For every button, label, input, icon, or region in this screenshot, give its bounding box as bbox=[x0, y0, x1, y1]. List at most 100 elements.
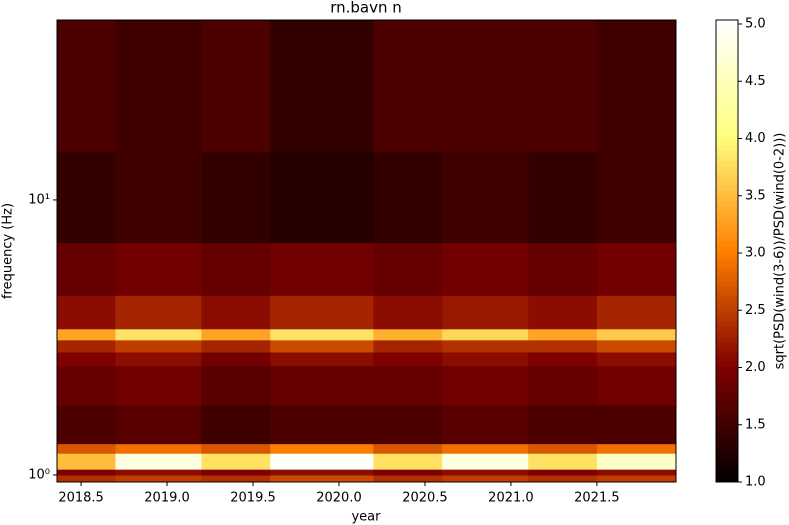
heatmap-cell bbox=[442, 151, 529, 244]
heatmap-cell bbox=[442, 404, 529, 445]
colorbar-swatch bbox=[716, 376, 738, 383]
colorbar-swatch bbox=[716, 150, 738, 157]
heatmap-cell bbox=[115, 474, 202, 483]
colorbar-tick-label: 2.5 bbox=[745, 303, 766, 318]
heatmap-cell bbox=[373, 365, 443, 406]
colorbar-swatch bbox=[716, 456, 738, 463]
heatmap-cell bbox=[57, 339, 116, 353]
heatmap-cell bbox=[57, 328, 116, 341]
colorbar-swatch bbox=[716, 266, 738, 272]
colorbar-swatch bbox=[716, 436, 738, 443]
x-tick-label: 2019.5 bbox=[230, 491, 276, 506]
colorbar-swatch bbox=[716, 75, 738, 81]
colorbar-swatch bbox=[716, 346, 738, 352]
heatmap-cell bbox=[528, 20, 598, 152]
heatmap-cell bbox=[270, 339, 374, 353]
heatmap-cell bbox=[596, 474, 677, 483]
colorbar-swatch bbox=[716, 80, 738, 86]
heatmap-cell bbox=[201, 295, 271, 330]
heatmap-cell bbox=[373, 339, 443, 353]
heatmap-cell bbox=[115, 20, 202, 152]
heatmap-cell bbox=[528, 351, 598, 367]
colorbar-swatch bbox=[716, 331, 738, 337]
colorbar-swatch bbox=[716, 336, 738, 342]
colorbar-swatch bbox=[716, 35, 738, 41]
colorbar-swatch bbox=[716, 30, 738, 36]
colorbar-swatch bbox=[716, 426, 738, 433]
colorbar-swatch bbox=[716, 406, 738, 413]
heatmap-cell bbox=[528, 469, 598, 476]
heatmap-cell bbox=[528, 339, 598, 353]
colorbar-swatch bbox=[716, 190, 738, 197]
y-axis-label: frequency (Hz) bbox=[1, 203, 16, 299]
colorbar-swatch bbox=[716, 125, 738, 131]
heatmap-cell bbox=[373, 453, 443, 470]
heatmap-cell bbox=[442, 20, 529, 152]
colorbar-swatch bbox=[716, 281, 738, 287]
colorbar-swatch bbox=[716, 396, 738, 403]
heatmap-cell bbox=[201, 469, 271, 476]
colorbar-tick-label: 1.0 bbox=[745, 475, 766, 490]
heatmap-cell bbox=[442, 365, 529, 406]
heatmap-cell bbox=[270, 20, 374, 152]
colorbar-swatch bbox=[716, 291, 738, 297]
heatmap-cell bbox=[373, 20, 443, 152]
heatmap-cell bbox=[373, 474, 443, 483]
heatmap bbox=[57, 20, 677, 483]
colorbar-swatch bbox=[716, 351, 738, 357]
plot-frame bbox=[56, 19, 677, 483]
colorbar-swatch bbox=[716, 461, 738, 468]
heatmap-cell bbox=[373, 242, 443, 296]
colorbar-swatch bbox=[716, 341, 738, 347]
colorbar-swatch bbox=[716, 160, 738, 167]
colorbar-swatch bbox=[716, 401, 738, 408]
x-tick-label: 2019.0 bbox=[144, 491, 190, 506]
heatmap-cell bbox=[201, 443, 271, 454]
heatmap-cell bbox=[442, 242, 529, 296]
colorbar-swatch bbox=[716, 210, 738, 217]
colorbar-swatch bbox=[716, 366, 738, 373]
heatmap-cell bbox=[270, 474, 374, 483]
colorbar-swatch bbox=[716, 316, 738, 322]
heatmap-cell bbox=[528, 474, 598, 483]
heatmap-cell bbox=[270, 295, 374, 330]
heatmap-cell bbox=[57, 351, 116, 367]
heatmap-cell bbox=[57, 295, 116, 330]
heatmap-cell bbox=[115, 469, 202, 476]
colorbar-swatch bbox=[716, 230, 738, 237]
colorbar-swatch bbox=[716, 276, 738, 282]
heatmap-cell bbox=[201, 339, 271, 353]
colorbar-swatch bbox=[716, 40, 738, 46]
y-tick-label: 10⁰ bbox=[28, 467, 50, 482]
colorbar-swatch bbox=[716, 205, 738, 212]
colorbar-swatch bbox=[716, 306, 738, 312]
colorbar-swatch bbox=[716, 256, 738, 262]
colorbar-swatch bbox=[716, 271, 738, 277]
colorbar-swatch bbox=[716, 451, 738, 458]
heatmap-cell bbox=[201, 453, 271, 470]
heatmap-cell bbox=[57, 20, 116, 152]
heatmap-cell bbox=[596, 20, 677, 152]
heatmap-cell bbox=[270, 469, 374, 476]
colorbar-swatch bbox=[716, 381, 738, 388]
colorbar-tick-label: 4.0 bbox=[745, 131, 766, 146]
heatmap-cell bbox=[270, 365, 374, 406]
x-tick-label: 2020.0 bbox=[316, 491, 362, 506]
heatmap-cell bbox=[115, 453, 202, 470]
heatmap-cell bbox=[57, 453, 116, 470]
heatmap-cell bbox=[596, 365, 677, 406]
heatmap-cell bbox=[373, 351, 443, 367]
heatmap-cell bbox=[528, 453, 598, 470]
colorbar-swatch bbox=[716, 95, 738, 101]
heatmap-cell bbox=[57, 469, 116, 476]
colorbar-tick-label: 5.0 bbox=[745, 17, 766, 32]
colorbar-swatch bbox=[716, 261, 738, 267]
colorbar-swatch bbox=[716, 215, 738, 222]
colorbar-swatch bbox=[716, 195, 738, 202]
heatmap-cell bbox=[115, 365, 202, 406]
colorbar-swatch bbox=[716, 45, 738, 51]
chart-title: rn.bavn n bbox=[330, 0, 402, 17]
colorbar-swatch bbox=[716, 50, 738, 56]
heatmap-cell bbox=[373, 404, 443, 445]
